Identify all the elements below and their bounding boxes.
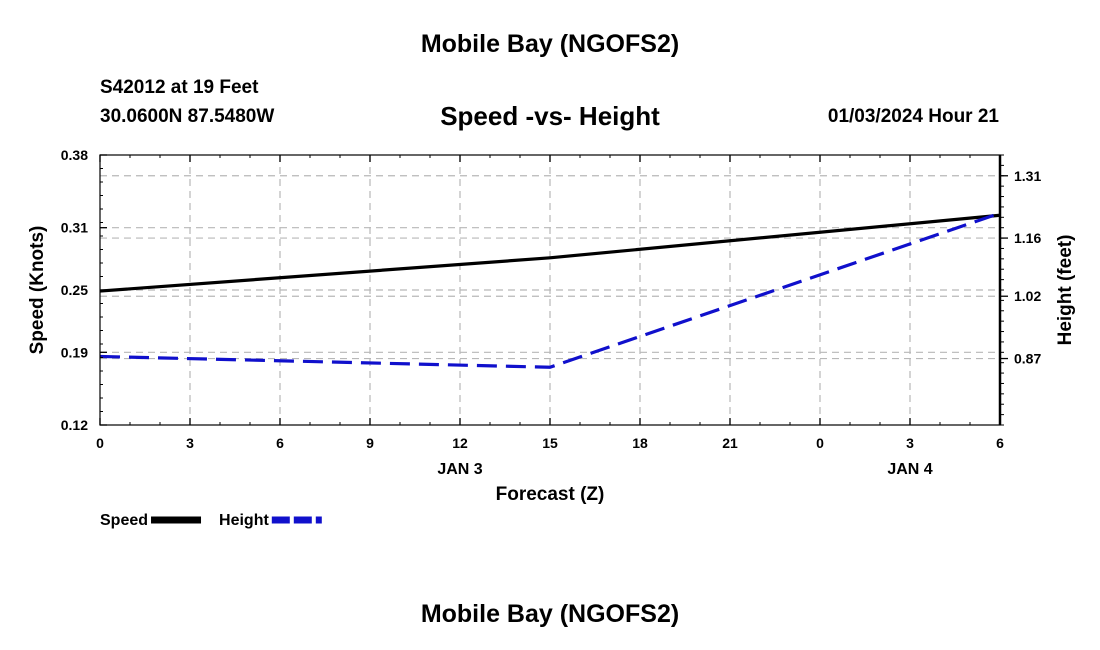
x-tick-label: 0 <box>816 435 824 451</box>
coordinates-label: 30.0600N 87.5480W <box>100 106 275 127</box>
date-label: JAN 3 <box>437 461 482 478</box>
y-right-tick-label: 0.87 <box>1014 351 1041 367</box>
legend-label-height: Height <box>219 512 269 529</box>
x-tick-label: 3 <box>186 435 194 451</box>
y-left-tick-label: 0.31 <box>61 220 88 236</box>
date-label: JAN 4 <box>887 461 932 478</box>
y-right-tick-label: 1.02 <box>1014 288 1041 304</box>
tick-layer <box>99 154 1008 426</box>
x-tick-label: 0 <box>96 435 104 451</box>
series-layer <box>99 211 1001 369</box>
main-title: Mobile Bay (NGOFS2) <box>420 30 680 58</box>
x-tick-label: 12 <box>452 435 468 451</box>
x-tick-label: 3 <box>906 435 914 451</box>
y-left-tick-label: 0.38 <box>61 147 88 163</box>
footer-title: Mobile Bay (NGOFS2) <box>420 600 680 628</box>
datetime-label: 01/03/2024 Hour 21 <box>827 106 999 127</box>
chart-title: Speed -vs- Height <box>440 101 660 131</box>
series-height-line <box>99 211 1001 369</box>
y-right-tick-label: 1.16 <box>1014 230 1041 246</box>
station-label: S42012 at 19 Feet <box>100 77 259 98</box>
y-right-tick-label: 1.31 <box>1014 168 1041 184</box>
y-left-tick-label: 0.25 <box>61 282 88 298</box>
y-left-tick-label: 0.19 <box>61 344 88 360</box>
x-tick-label: 6 <box>996 435 1004 451</box>
legend: Speed Height <box>100 512 322 529</box>
x-tick-label: 21 <box>722 435 738 451</box>
grid-layer <box>100 155 1000 425</box>
x-axis-title: Forecast (Z) <box>496 484 605 505</box>
x-tick-label: 9 <box>366 435 374 451</box>
y-left-tick-label: 0.12 <box>61 417 88 433</box>
y-axis-left-title: Speed (Knots) <box>27 226 48 355</box>
label-layer: 0 3 6 9 12 15 18 21 0 3 6 JAN 3 JAN 4 0.12 0.19 0.25 0.3… <box>61 147 1042 478</box>
x-tick-label: 15 <box>542 435 558 451</box>
x-tick-label: 6 <box>276 435 284 451</box>
series-speed-line <box>99 213 1001 293</box>
x-tick-label: 18 <box>632 435 648 451</box>
legend-label-speed: Speed <box>100 512 148 529</box>
y-axis-right-title: Height (feet) <box>1055 235 1076 346</box>
